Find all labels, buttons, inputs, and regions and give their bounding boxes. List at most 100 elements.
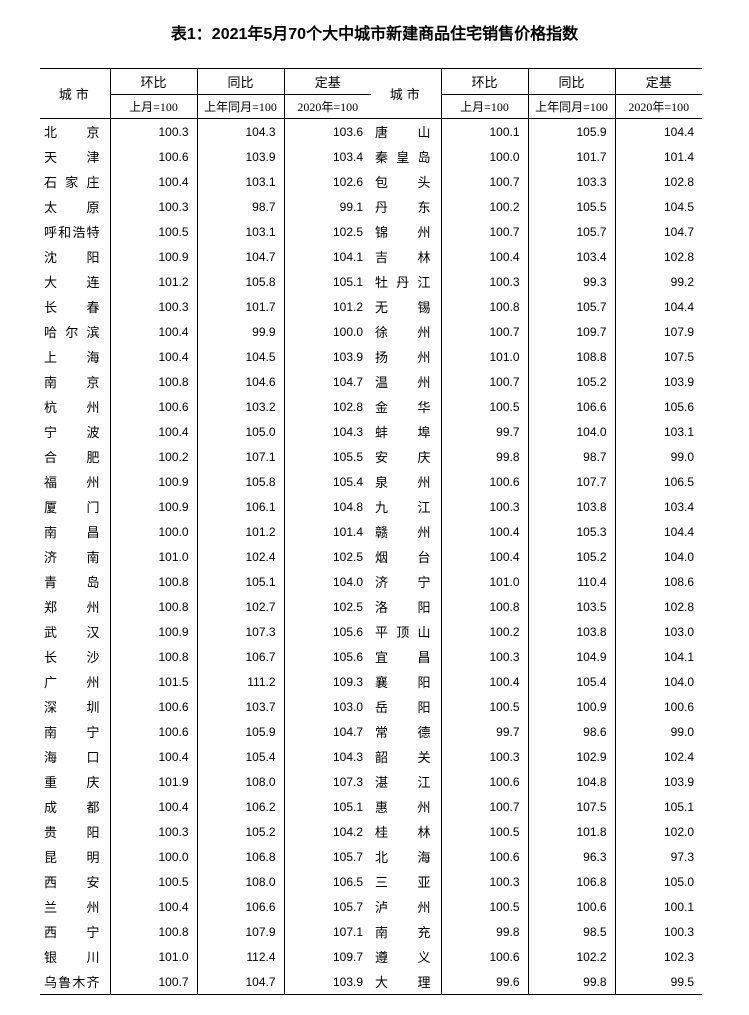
- base-cell: 105.1: [284, 794, 371, 819]
- yoy-cell: 106.8: [528, 869, 615, 894]
- yoy-cell: 105.7: [528, 219, 615, 244]
- city-cell: 长 沙: [40, 644, 110, 669]
- mom-cell: 100.5: [110, 219, 197, 244]
- mom-cell: 100.6: [441, 469, 528, 494]
- yoy-cell: 103.8: [528, 494, 615, 519]
- base-cell: 107.3: [284, 769, 371, 794]
- base-cell: 105.6: [284, 619, 371, 644]
- yoy-cell: 105.9: [197, 719, 284, 744]
- yoy-cell: 105.2: [528, 369, 615, 394]
- base-cell: 104.4: [615, 519, 702, 544]
- base-cell: 102.0: [615, 819, 702, 844]
- yoy-cell: 108.0: [197, 869, 284, 894]
- table-row: 杭 州100.6103.2102.8: [40, 394, 371, 419]
- yoy-cell: 98.6: [528, 719, 615, 744]
- mom-cell: 100.5: [441, 394, 528, 419]
- city-cell: 厦 门: [40, 494, 110, 519]
- mom-cell: 101.0: [441, 344, 528, 369]
- city-cell: 宜 昌: [371, 644, 441, 669]
- yoy-cell: 102.4: [197, 544, 284, 569]
- table-row: 九 江100.3103.8103.4: [371, 494, 702, 519]
- yoy-cell: 104.7: [197, 244, 284, 269]
- table-row: 包 头100.7103.3102.8: [371, 169, 702, 194]
- city-cell: 福 州: [40, 469, 110, 494]
- mom-cell: 100.2: [110, 444, 197, 469]
- city-cell: 赣 州: [371, 519, 441, 544]
- mom-cell: 99.8: [441, 444, 528, 469]
- yoy-cell: 103.4: [528, 244, 615, 269]
- city-cell: 南 充: [371, 919, 441, 944]
- yoy-cell: 101.7: [528, 144, 615, 169]
- mom-cell: 101.9: [110, 769, 197, 794]
- yoy-cell: 99.9: [197, 319, 284, 344]
- yoy-cell: 105.8: [197, 469, 284, 494]
- table-row: 上 海100.4104.5103.9: [40, 344, 371, 369]
- base-cell: 107.5: [615, 344, 702, 369]
- mom-cell: 100.5: [110, 869, 197, 894]
- base-cell: 97.3: [615, 844, 702, 869]
- yoy-cell: 101.8: [528, 819, 615, 844]
- hdr-mom-left: 环比: [110, 69, 197, 95]
- base-cell: 106.5: [615, 469, 702, 494]
- yoy-cell: 105.8: [197, 269, 284, 294]
- mom-cell: 100.5: [441, 694, 528, 719]
- mom-cell: 100.7: [110, 969, 197, 995]
- mom-cell: 100.9: [110, 619, 197, 644]
- mom-cell: 100.8: [110, 594, 197, 619]
- base-cell: 103.9: [284, 969, 371, 995]
- table-row: 西 安100.5108.0106.5: [40, 869, 371, 894]
- base-cell: 103.1: [615, 419, 702, 444]
- city-cell: 大 连: [40, 269, 110, 294]
- yoy-cell: 106.8: [197, 844, 284, 869]
- yoy-cell: 104.7: [197, 969, 284, 995]
- city-cell: 济 宁: [371, 569, 441, 594]
- yoy-cell: 112.4: [197, 944, 284, 969]
- mom-cell: 100.3: [441, 269, 528, 294]
- table-row: 常 德99.798.699.0: [371, 719, 702, 744]
- base-cell: 106.5: [284, 869, 371, 894]
- table-row: 秦 皇 岛100.0101.7101.4: [371, 144, 702, 169]
- table-row: 吉 林100.4103.4102.8: [371, 244, 702, 269]
- yoy-cell: 108.8: [528, 344, 615, 369]
- mom-cell: 100.3: [441, 744, 528, 769]
- base-cell: 99.0: [615, 719, 702, 744]
- yoy-cell: 104.9: [528, 644, 615, 669]
- city-cell: 金 华: [371, 394, 441, 419]
- table-row: 太 原100.398.799.1: [40, 194, 371, 219]
- mom-cell: 100.3: [441, 869, 528, 894]
- yoy-cell: 103.1: [197, 169, 284, 194]
- base-cell: 103.4: [284, 144, 371, 169]
- yoy-cell: 101.7: [197, 294, 284, 319]
- table-row: 郑 州100.8102.7102.5: [40, 594, 371, 619]
- mom-cell: 100.7: [441, 169, 528, 194]
- base-cell: 105.5: [284, 444, 371, 469]
- yoy-cell: 106.6: [528, 394, 615, 419]
- table-row: 安 庆99.898.799.0: [371, 444, 702, 469]
- base-cell: 102.5: [284, 544, 371, 569]
- table-row: 呼和浩特100.5103.1102.5: [40, 219, 371, 244]
- table-row: 平 顶 山100.2103.8103.0: [371, 619, 702, 644]
- table-row: 深 圳100.6103.7103.0: [40, 694, 371, 719]
- table-row: 武 汉100.9107.3105.6: [40, 619, 371, 644]
- base-cell: 105.6: [284, 644, 371, 669]
- yoy-cell: 96.3: [528, 844, 615, 869]
- yoy-cell: 107.3: [197, 619, 284, 644]
- yoy-cell: 107.1: [197, 444, 284, 469]
- table-row: 青 岛100.8105.1104.0: [40, 569, 371, 594]
- mom-cell: 99.8: [441, 919, 528, 944]
- base-cell: 105.6: [615, 394, 702, 419]
- base-cell: 105.1: [615, 794, 702, 819]
- mom-cell: 100.4: [441, 244, 528, 269]
- yoy-cell: 103.8: [528, 619, 615, 644]
- table-row: 北 海100.696.397.3: [371, 844, 702, 869]
- city-cell: 泉 州: [371, 469, 441, 494]
- table-row: 重 庆101.9108.0107.3: [40, 769, 371, 794]
- city-cell: 杭 州: [40, 394, 110, 419]
- table-row: 西 宁100.8107.9107.1: [40, 919, 371, 944]
- yoy-cell: 106.7: [197, 644, 284, 669]
- yoy-cell: 105.5: [528, 194, 615, 219]
- mom-cell: 100.5: [441, 819, 528, 844]
- mom-cell: 100.6: [441, 844, 528, 869]
- yoy-cell: 103.1: [197, 219, 284, 244]
- mom-cell: 100.6: [441, 769, 528, 794]
